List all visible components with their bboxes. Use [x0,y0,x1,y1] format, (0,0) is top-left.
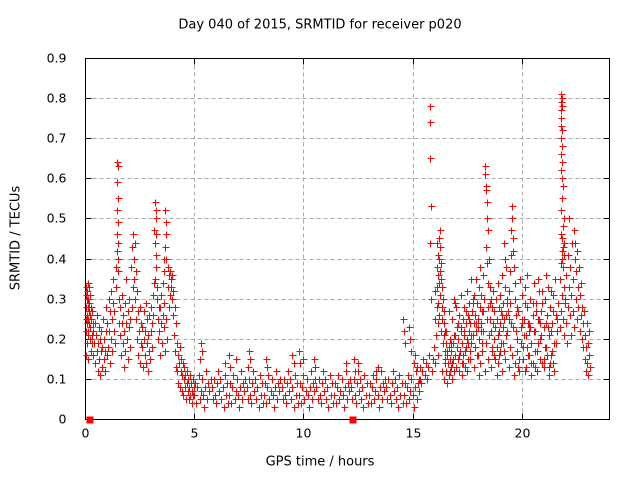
x-tick-label: 10 [296,426,312,441]
y-tick-label: 0.1 [47,372,67,387]
y-tick-label: 0.8 [47,91,67,106]
y-tick-label: 0.3 [47,292,67,307]
y-axis-label: SRMTID / TECUs [8,185,24,291]
plot-border [85,58,610,420]
y-tick-label: 0.4 [47,252,67,267]
zero-marker [86,416,94,424]
chart-title: Day 040 of 2015, SRMTID for receiver p02… [178,17,462,33]
zero-marker [349,416,357,424]
y-tick-label: 0.5 [47,211,67,226]
x-tick-label: 5 [191,426,199,441]
y-tick-label: 0.2 [47,332,67,347]
series-srmtid-points [83,91,595,412]
y-tick-label: 0.6 [47,171,67,186]
x-axis-label: GPS time / hours [265,454,375,470]
y-tick-label: 0.7 [47,131,67,146]
y-tick-label: 0.9 [47,51,67,66]
x-tick-label: 20 [515,426,531,441]
x-tick-label: 0 [82,426,90,441]
x-tick-label: 15 [406,426,422,441]
y-tick-label: 0 [59,412,67,427]
